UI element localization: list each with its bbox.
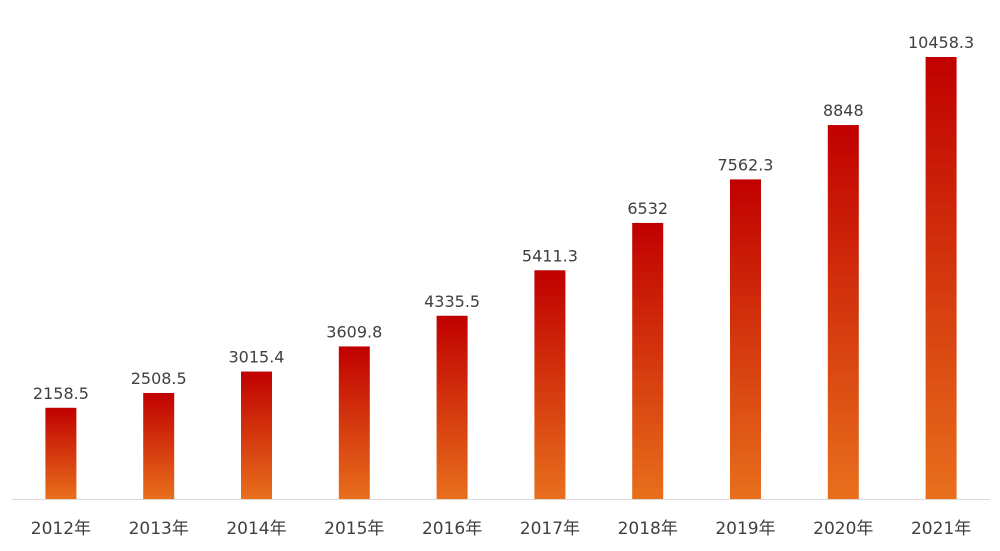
bar-2013年 — [143, 392, 175, 499]
x-tick-label: 2013年 — [129, 519, 189, 539]
value-label: 2158.5 — [33, 384, 89, 403]
bar-2014年 — [241, 371, 272, 499]
x-tick-label: 2018年 — [618, 519, 678, 539]
x-tick-label: 2012年 — [31, 519, 91, 539]
bars-layer — [45, 57, 957, 499]
value-label: 5411.3 — [522, 246, 578, 265]
value-label: 4335.5 — [424, 292, 480, 311]
bar-2017年 — [534, 270, 566, 499]
bar-2016年 — [436, 315, 468, 499]
bar-2021年 — [925, 57, 957, 499]
x-tick-label: 2014年 — [226, 519, 286, 539]
bar-2019年 — [730, 179, 761, 499]
x-tick-labels-layer: 2012年 2013年 2014年 2015年 2016年 2017年 2018年 2019年… — [31, 519, 971, 539]
value-labels-layer: 2158.5 2508.5 3015.4 3609.8 4335.5 5411.3 6532… — [33, 33, 974, 403]
x-tick-label: 2016年 — [422, 519, 482, 539]
value-label: 8848 — [823, 101, 864, 120]
bar-2020年 — [827, 125, 859, 499]
x-tick-label: 2019年 — [715, 519, 775, 539]
value-label: 3609.8 — [326, 322, 382, 341]
x-tick-label: 2015年 — [324, 519, 384, 539]
x-tick-label: 2021年 — [911, 519, 971, 539]
value-label: 3015.4 — [229, 348, 285, 367]
value-label: 2508.5 — [131, 369, 187, 388]
value-label: 6532 — [627, 199, 668, 218]
x-tick-label: 2017年 — [520, 519, 580, 539]
value-label: 10458.3 — [908, 33, 974, 52]
bar-2018年 — [632, 222, 664, 499]
bar-2012年 — [45, 407, 77, 499]
value-label: 7562.3 — [718, 155, 774, 174]
bar-2015年 — [338, 346, 370, 499]
x-tick-label: 2020年 — [813, 519, 873, 539]
